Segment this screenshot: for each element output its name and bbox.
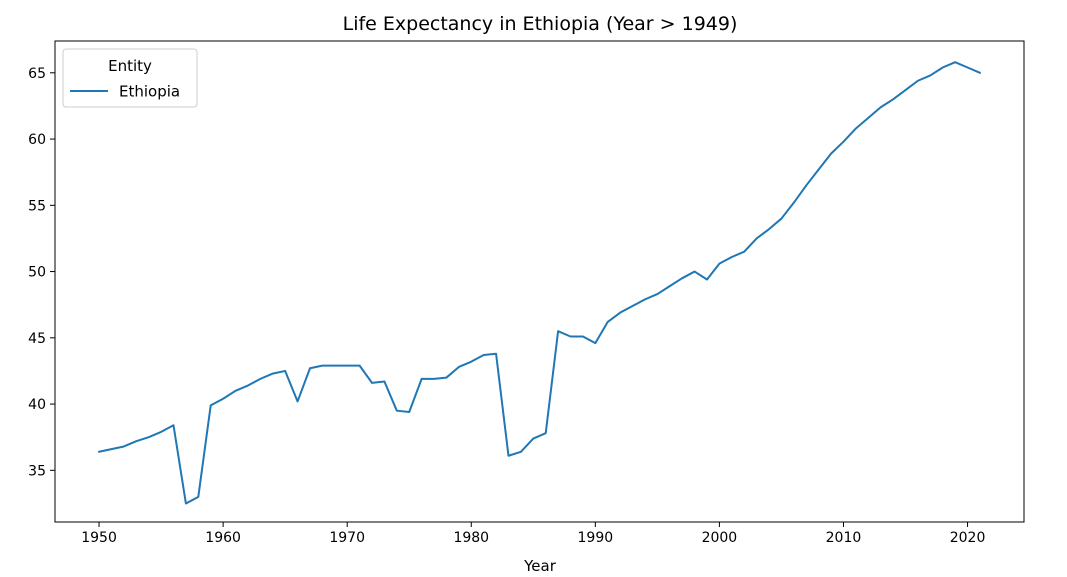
x-tick-label: 1950: [81, 530, 117, 546]
x-tick-label: 2000: [702, 530, 738, 546]
x-tick-label: 1990: [578, 530, 614, 546]
x-tick-label: 1970: [329, 530, 365, 546]
plot-area: [98, 61, 981, 505]
legend-label: Ethiopia: [119, 83, 180, 101]
x-tick-label: 2020: [950, 530, 986, 546]
y-tick-label: 50: [28, 265, 46, 281]
y-tick-label: 55: [28, 198, 46, 214]
x-tick-label: 1960: [205, 530, 241, 546]
y-tick-label: 65: [28, 66, 46, 82]
legend: Entity Ethiopia: [62, 48, 198, 108]
legend-box: [62, 48, 198, 108]
x-axis: 1950 1960 1970 1980 1990 2000 2010 2020: [81, 522, 985, 546]
y-axis: 35 40 45 50 55 60 65: [28, 66, 55, 479]
y-tick-label: 45: [28, 331, 46, 347]
y-tick-label: 60: [28, 132, 46, 148]
x-tick-label: 1980: [453, 530, 489, 546]
series-line-ethiopia: [98, 61, 981, 505]
plot-frame: [54, 40, 1025, 523]
chart-title: Life Expectancy in Ethiopia (Year > 1949…: [343, 13, 738, 35]
x-axis-title: Year: [523, 557, 557, 575]
y-tick-label: 40: [28, 397, 46, 413]
legend-title: Entity: [108, 57, 152, 75]
x-tick-label: 2010: [826, 530, 862, 546]
y-tick-label: 35: [28, 463, 46, 479]
